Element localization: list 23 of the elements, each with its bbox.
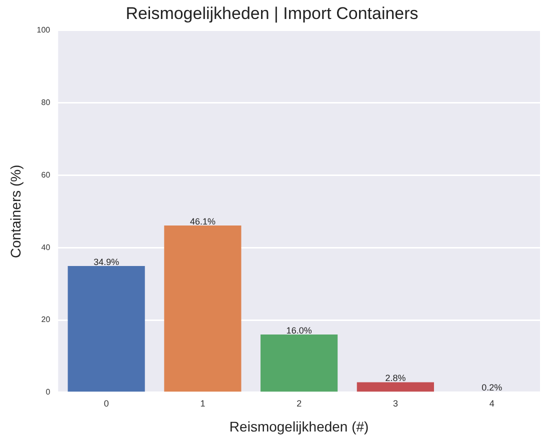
data-label: 16.0% xyxy=(286,325,312,336)
x-axis-title: Reismogelijkheden (#) xyxy=(229,418,369,434)
bar xyxy=(68,266,145,392)
data-label: 2.8% xyxy=(385,373,406,384)
x-tick-label: 3 xyxy=(392,398,398,408)
x-tick-label: 1 xyxy=(200,398,206,408)
y-tick-label: 20 xyxy=(41,315,51,324)
y-tick-label: 0 xyxy=(46,388,51,397)
bar xyxy=(164,226,242,392)
y-tick-label: 60 xyxy=(41,170,51,180)
x-tick-label: 0 xyxy=(104,398,109,408)
data-label: 34.9% xyxy=(94,257,120,268)
y-tick-label: 80 xyxy=(41,98,51,108)
x-tick-label: 4 xyxy=(489,398,494,408)
y-tick-label: 40 xyxy=(41,242,51,252)
data-label: 46.1% xyxy=(190,216,216,226)
bar xyxy=(260,334,338,392)
chart-title: Reismogelijkheden | Import Containers xyxy=(126,4,418,23)
data-label: 0.2% xyxy=(482,382,502,393)
y-tick-label: 100 xyxy=(36,26,51,35)
bar xyxy=(356,382,434,392)
x-tick-label: 2 xyxy=(296,398,302,408)
y-axis-title: Containers (%) xyxy=(7,164,24,258)
